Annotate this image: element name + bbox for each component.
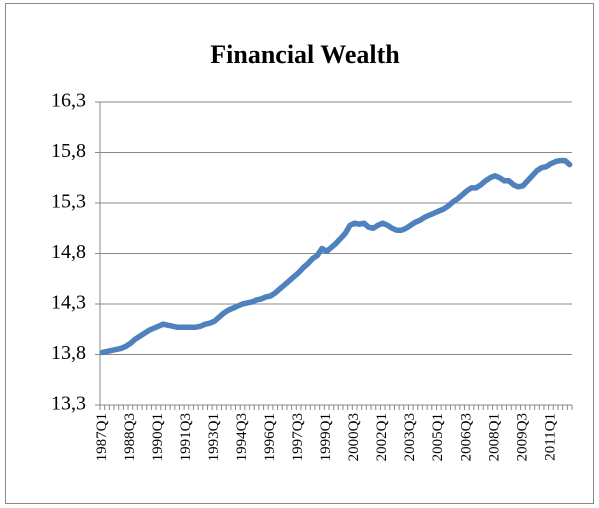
x-tick-label: 2005Q1 (430, 413, 446, 461)
x-tick-label: 2003Q3 (402, 413, 418, 461)
x-tick-label: 2009Q3 (514, 413, 530, 461)
x-tick-label: 1999Q1 (318, 413, 334, 461)
y-tick-label: 15,3 (51, 191, 86, 213)
x-tick-label: 2006Q3 (458, 413, 474, 461)
x-tick-label: 1993Q1 (206, 413, 222, 461)
x-tick-label: 1996Q1 (262, 413, 278, 461)
x-tick-label: 1991Q3 (178, 413, 194, 461)
x-tick-label: 1997Q3 (290, 413, 306, 461)
chart-title: Financial Wealth (210, 40, 400, 69)
x-tick-label: 2000Q3 (346, 413, 362, 461)
data-line (99, 157, 573, 356)
x-tick-label: 2002Q1 (374, 413, 390, 461)
x-tick-label: 1988Q3 (122, 413, 138, 461)
x-tick-label: 1990Q1 (150, 413, 166, 461)
y-tick-label: 16,3 (51, 90, 86, 112)
x-tick-label: 2008Q1 (486, 413, 502, 461)
y-tick-label: 15,8 (51, 140, 86, 162)
x-tick-label: 1994Q3 (234, 413, 250, 461)
y-tick-label: 13,3 (51, 393, 86, 415)
x-tick-label: 1987Q1 (94, 413, 110, 461)
x-tick-label: 2011Q1 (542, 413, 558, 461)
y-tick-label: 13,8 (51, 342, 86, 364)
y-tick-label: 14,3 (51, 292, 86, 314)
y-tick-label: 14,8 (51, 241, 86, 263)
